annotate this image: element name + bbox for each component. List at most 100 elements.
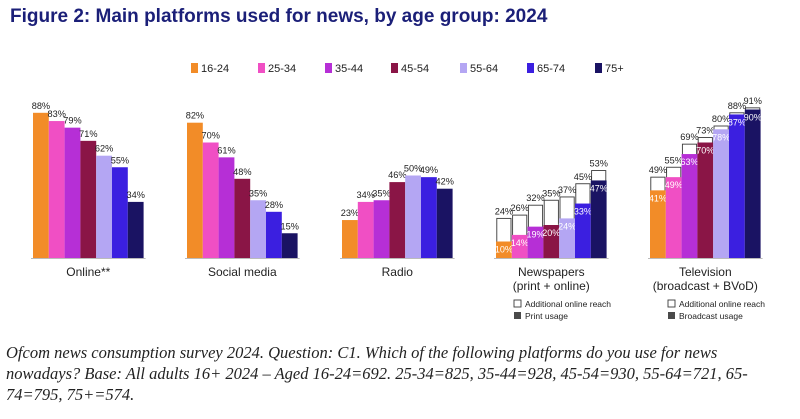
sublegend-label: Broadcast usage [679,311,743,321]
bar-core-usage [713,129,729,258]
bar-core-usage [681,154,698,258]
bar [127,201,144,258]
bar [64,127,81,259]
bar-value-label: 88% [32,101,50,111]
bar-core-usage [729,114,745,258]
source-footnote: Ofcom news consumption survey 2024. Ques… [6,343,748,404]
bar-core-usage [511,234,528,258]
bar-value-label: 37% [558,185,576,195]
bar-value-label: 62% [95,144,113,154]
bar-core-usage [744,109,761,258]
legend-label: 16-24 [201,63,229,75]
legend-label: 65-74 [537,63,565,75]
bar-value-label: 53% [590,159,608,169]
bar [373,200,390,258]
legend-label: 75+ [605,63,624,75]
bar-value-label: 83% [48,109,66,119]
bar-inner-value-label: 87% [728,117,746,127]
bar-core-usage [697,142,714,258]
bar [436,188,453,258]
bar [48,121,65,258]
bar-value-label: 42% [436,177,454,187]
bar-inner-value-label: 70% [696,146,714,156]
legend-label: 55-64 [470,63,498,75]
bar [112,167,128,258]
legend-swatch-65-74 [527,63,534,73]
bar-core-usage [527,226,544,258]
bar-value-label: 55% [665,155,683,165]
bar [250,200,266,258]
bar [357,201,374,258]
bar-inner-value-label: 24% [558,221,576,231]
bar-core-usage [559,218,575,258]
sublegend-filled-swatch [668,312,675,319]
bar [342,220,358,258]
bar-inner-value-label: 49% [665,180,683,190]
bar-value-label: 26% [511,203,529,213]
category-sublabel: (broadcast + BVoD) [653,279,758,293]
bar [33,112,49,258]
bar-core-usage [543,225,560,258]
bar-value-label: 35% [542,188,560,198]
sublegend-filled-swatch [514,312,521,319]
bar-inner-value-label: 63% [680,157,698,167]
bar-inner-value-label: 10% [495,245,513,255]
bar-core-usage [665,177,682,258]
bar-core-usage [650,190,666,258]
bar [234,178,251,258]
bar-inner-value-label: 33% [574,207,592,217]
bar-core-usage [575,203,591,258]
bar-value-label: 46% [388,170,406,180]
bar-value-label: 55% [111,155,129,165]
bar [389,182,406,258]
legend-swatch-25-34 [258,63,265,73]
bar-inner-value-label: 41% [649,193,667,203]
sublegend-label: Additional online reach [525,299,611,309]
bar-value-label: 15% [281,221,299,231]
bar-value-label: 61% [217,145,235,155]
sublegend-outline-swatch [667,299,676,308]
category-sublabel: (print + online) [513,279,590,293]
bar-inner-value-label: 47% [590,183,608,193]
bar [187,122,203,258]
bar [266,211,282,258]
legend-swatch-45-54 [391,63,398,73]
grouped-bar-chart: 16-24 25-34 35-44 45-54 55-64 65-74 75+88%83%7… [31,63,765,321]
legend-label: 45-54 [401,63,429,75]
bar [218,157,235,258]
bar-value-label: 24% [495,206,513,216]
bar-value-label: 71% [79,129,97,139]
bar-value-label: 82% [186,111,204,121]
legend-label: 35-44 [335,63,363,75]
bar-inner-value-label: 20% [542,228,560,238]
bar-value-label: 80% [712,114,730,124]
bar-core-usage [496,241,512,258]
bar-value-label: 50% [404,164,422,174]
chart-title: Figure 2: Main platforms used for news, … [10,6,548,27]
bar-inner-value-label: 19% [526,230,544,240]
bar [96,155,112,258]
bar-value-label: 48% [233,167,251,177]
bar-value-label: 49% [649,165,667,175]
bar-value-label: 32% [526,193,544,203]
bar-value-label: 45% [574,172,592,182]
sublegend-outline-swatch [513,299,522,308]
category-label: Newspapers [518,265,585,279]
legend-swatch-55-64 [460,63,467,73]
bar-value-label: 34% [357,190,375,200]
legend-swatch-16-24 [191,63,198,73]
bar [405,175,421,258]
bar-inner-value-label: 14% [511,238,529,248]
bar-value-label: 28% [265,200,283,210]
bar-value-label: 35% [249,188,267,198]
bar [80,140,97,258]
bar-value-label: 34% [127,190,145,200]
bar-value-label: 73% [696,126,714,136]
sublegend-label: Additional online reach [679,299,765,309]
category-label: Social media [208,265,277,279]
category-label: Radio [382,265,414,279]
category-label: Television [679,265,732,279]
bar-value-label: 49% [420,165,438,175]
legend-swatch-75+ [595,63,602,73]
bar-value-label: 69% [680,132,698,142]
